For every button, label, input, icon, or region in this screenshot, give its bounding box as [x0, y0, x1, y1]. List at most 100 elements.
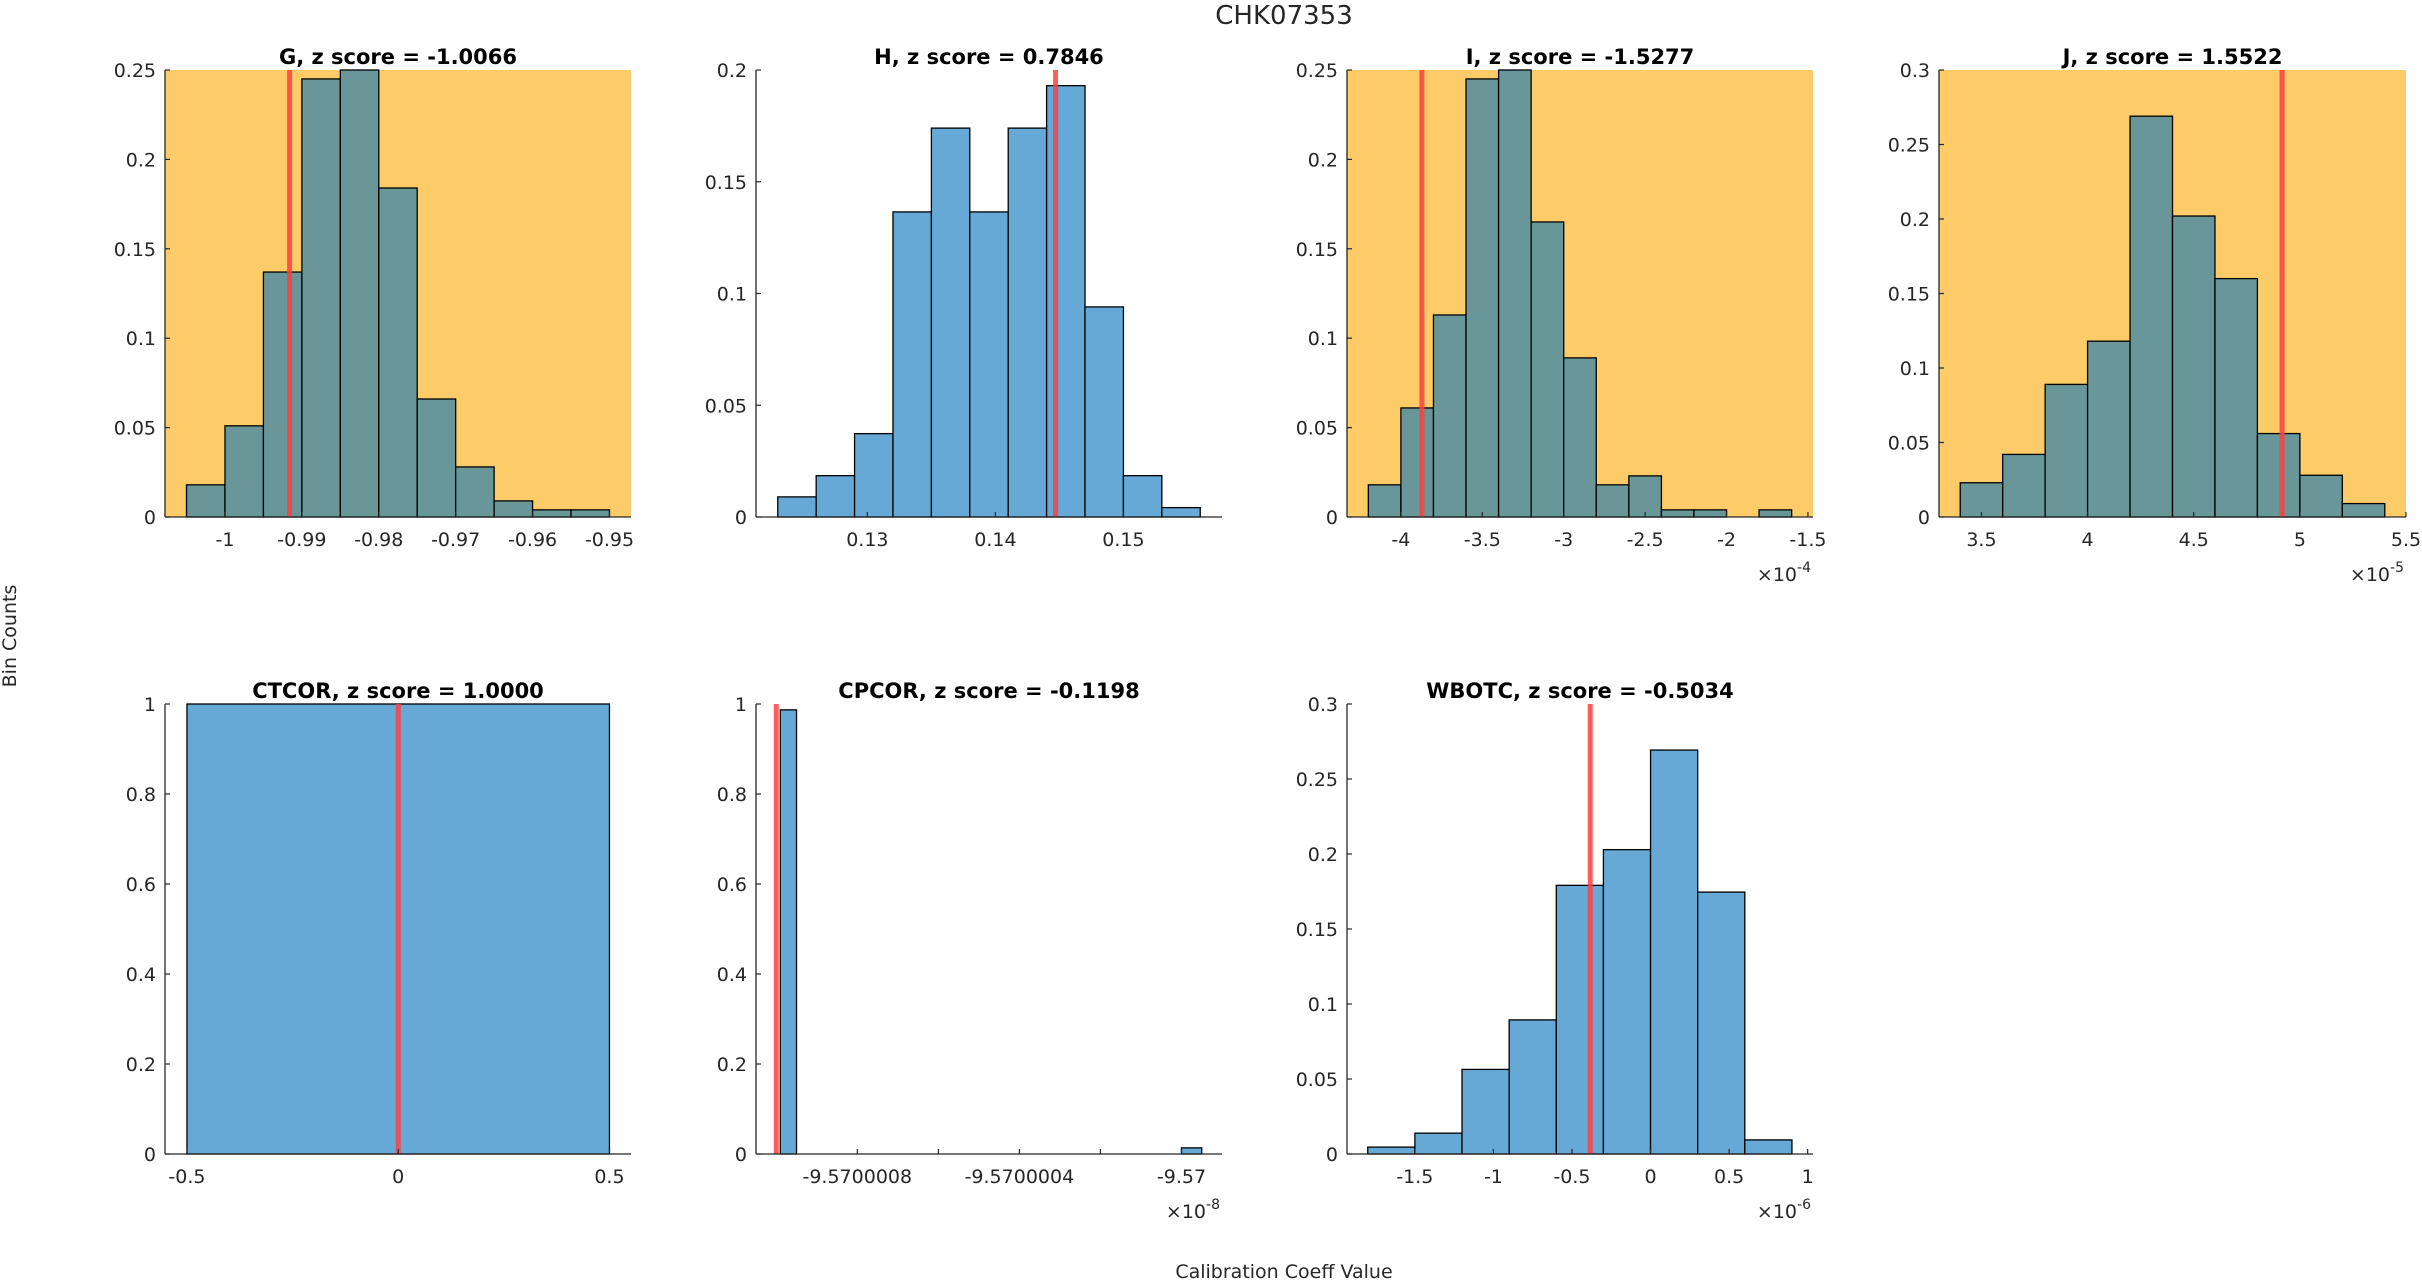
histogram-bar: [1555, 884, 1605, 1155]
x-tick-label: -0.99: [277, 529, 326, 551]
histogram-bar: [1007, 127, 1048, 518]
figure-suptitle: CHK07353: [1215, 1, 1352, 31]
x-axis-exponent-label: ×10-4: [1757, 560, 1811, 586]
histogram-bar: [1628, 475, 1663, 518]
x-tick-label: 1: [1802, 1166, 1814, 1188]
x-tick-label: -9.5700004: [965, 1166, 1075, 1188]
y-tick-label: 0.1: [126, 328, 156, 350]
y-tick-label: 0.25: [114, 60, 156, 82]
histogram-bar: [1400, 407, 1435, 518]
x-tick-label: 4: [2082, 529, 2094, 551]
histogram-bar: [1758, 509, 1793, 518]
histogram-bar: [2129, 115, 2174, 518]
y-tick-label: 0.3: [1308, 694, 1338, 716]
histogram-bar: [1530, 221, 1565, 518]
x-tick-label: -9.5700008: [802, 1166, 912, 1188]
histogram-bar: [570, 509, 611, 518]
y-tick-label: 0.3: [1900, 60, 1930, 82]
y-tick-label: 0.25: [1296, 769, 1338, 791]
x-tick-label: -3.5: [1464, 529, 1501, 551]
histogram-bar: [531, 509, 572, 518]
histogram-bar: [2002, 453, 2046, 518]
subplot-i: 0 0.05 0.1 0.15 0.2 0.25 -4 -3.5 -3 -2.5 -2 -1.5 ×10…: [1296, 45, 1827, 586]
y-tick-label: 0.05: [1888, 433, 1930, 455]
histogram-bar: [1693, 509, 1728, 518]
histogram-bar: [1497, 69, 1532, 518]
y-tick-label: 0.6: [717, 874, 747, 896]
histogram-bar: [2256, 432, 2301, 518]
subplot-grid: 00.050.10.150.20.25-1 -0.99 -0.98 -0.97 -0.9…: [114, 45, 2421, 1223]
y-tick-label: 0.8: [126, 784, 156, 806]
histogram-bar: [2214, 277, 2259, 518]
x-tick-label: 5.5: [2391, 529, 2421, 551]
x-tick-label: 0.15: [1102, 529, 1144, 551]
histogram-bar: [815, 475, 856, 518]
histogram-bar: [1414, 1132, 1463, 1155]
y-tick-label: 0.05: [114, 418, 156, 440]
histogram-bar: [378, 187, 418, 518]
figure-ylabel: Bin Counts: [0, 585, 21, 688]
subplot-cpcor: 0 0.2 0.4 0.6 0.8 1 -9.5700008 -9.5700004 -9.57 ×…: [717, 679, 1222, 1223]
subplot-title: J, z score = 1.5522: [2061, 45, 2283, 69]
histogram-bar: [1180, 1147, 1203, 1155]
histogram-bar: [1084, 306, 1125, 518]
x-tick-label: -1: [1484, 1166, 1503, 1188]
histogram-bar: [930, 127, 971, 518]
histogram-bar: [777, 496, 817, 518]
y-tick-label: 1: [144, 694, 156, 716]
y-tick-label: 0.2: [717, 60, 747, 82]
subplot-title: CPCOR, z score = -0.1198: [838, 679, 1139, 703]
x-tick-label: -1: [216, 529, 235, 551]
histogram-bar: [185, 484, 226, 518]
x-tick-label: 0: [392, 1166, 404, 1188]
histogram-bar: [2171, 215, 2216, 518]
y-tick-label: 0.4: [126, 964, 156, 986]
x-tick-label: 0: [1644, 1166, 1656, 1188]
plot-area-background: [756, 704, 1222, 1154]
histogram-bar: [1508, 1019, 1557, 1155]
y-tick-label: 0.25: [1296, 60, 1338, 82]
y-tick-label: 0.1: [717, 284, 747, 306]
x-tick-label: -3: [1554, 529, 1573, 551]
x-tick-label: -0.98: [354, 529, 403, 551]
y-tick-label: 0.05: [1296, 1069, 1338, 1091]
subplot-title: CTCOR, z score = 1.0000: [252, 679, 544, 703]
histogram-bar: [2299, 474, 2343, 518]
subplot-title: H, z score = 0.7846: [874, 45, 1104, 69]
y-tick-label: 0.15: [705, 172, 747, 194]
histogram-bar: [1595, 484, 1630, 518]
y-tick-label: 0: [1326, 507, 1338, 529]
histogram-bar: [1367, 1146, 1416, 1155]
figure-xlabel: Calibration Coeff Value: [1175, 1261, 1392, 1281]
y-tick-label: 1: [735, 694, 747, 716]
histogram-bar: [339, 69, 380, 518]
subplot-title: WBOTC, z score = -0.5034: [1426, 679, 1734, 703]
x-tick-label: 3.5: [1966, 529, 1996, 551]
y-tick-label: 0.1: [1900, 358, 1930, 380]
y-tick-label: 0.2: [1900, 209, 1930, 231]
x-tick-label: 0.5: [1714, 1166, 1744, 1188]
histogram-bar: [1122, 475, 1163, 518]
y-tick-label: 0.2: [717, 1054, 747, 1076]
subplot-g: 0 0.05 0.1 0.15 0.2 0.25 -1 -0.99 -0.98 -0.97 -0.9…: [114, 45, 634, 551]
y-tick-label: 0.05: [1296, 418, 1338, 440]
x-tick-label: -0.5: [1553, 1166, 1590, 1188]
histogram-bar: [1660, 509, 1695, 518]
x-tick-label: 0.5: [594, 1166, 624, 1188]
histogram-bar: [1959, 482, 2004, 518]
subplot-ctcor: 0 0.2 0.4 0.6 0.8 1 -0.5 0 0.5 CTCOR, z score = 1…: [126, 679, 631, 1188]
y-tick-label: 0: [144, 1144, 156, 1166]
y-tick-label: 0: [735, 507, 747, 529]
x-tick-label: -9.57: [1157, 1166, 1206, 1188]
y-tick-label: 0.15: [1296, 239, 1338, 261]
histogram-bar: [969, 211, 1009, 518]
x-tick-label: -0.96: [508, 529, 557, 551]
histogram-bar: [1045, 84, 1086, 518]
histogram-bar: [224, 425, 265, 518]
x-tick-label: 0.13: [846, 529, 888, 551]
histogram-bar: [1563, 357, 1597, 518]
y-tick-label: 0.2: [1308, 149, 1338, 171]
histogram-bar: [262, 271, 303, 518]
x-tick-label: -4: [1391, 529, 1410, 551]
histogram-bar: [1465, 78, 1500, 518]
